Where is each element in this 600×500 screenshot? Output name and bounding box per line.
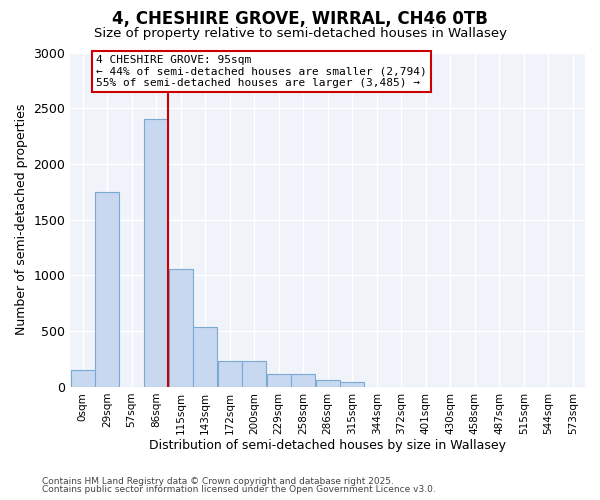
Text: Contains public sector information licensed under the Open Government Licence v3: Contains public sector information licen… (42, 485, 436, 494)
Bar (95, 192, 119, 387)
Bar (316, 380, 340, 387)
Bar (169, 269, 193, 387)
Bar (340, 382, 364, 387)
Bar (291, 374, 315, 387)
Bar (218, 361, 242, 387)
Text: 4, CHESHIRE GROVE, WIRRAL, CH46 0TB: 4, CHESHIRE GROVE, WIRRAL, CH46 0TB (112, 10, 488, 28)
Text: Size of property relative to semi-detached houses in Wallasey: Size of property relative to semi-detach… (94, 28, 506, 40)
Bar (242, 361, 266, 387)
Bar (266, 374, 290, 387)
Bar (144, 120, 168, 387)
Bar (71, 370, 95, 387)
Text: Contains HM Land Registry data © Crown copyright and database right 2025.: Contains HM Land Registry data © Crown c… (42, 477, 394, 486)
X-axis label: Distribution of semi-detached houses by size in Wallasey: Distribution of semi-detached houses by … (149, 440, 506, 452)
Y-axis label: Number of semi-detached properties: Number of semi-detached properties (15, 104, 28, 336)
Text: 4 CHESHIRE GROVE: 95sqm
← 44% of semi-detached houses are smaller (2,794)
55% of: 4 CHESHIRE GROVE: 95sqm ← 44% of semi-de… (96, 54, 427, 88)
Bar (193, 327, 217, 387)
